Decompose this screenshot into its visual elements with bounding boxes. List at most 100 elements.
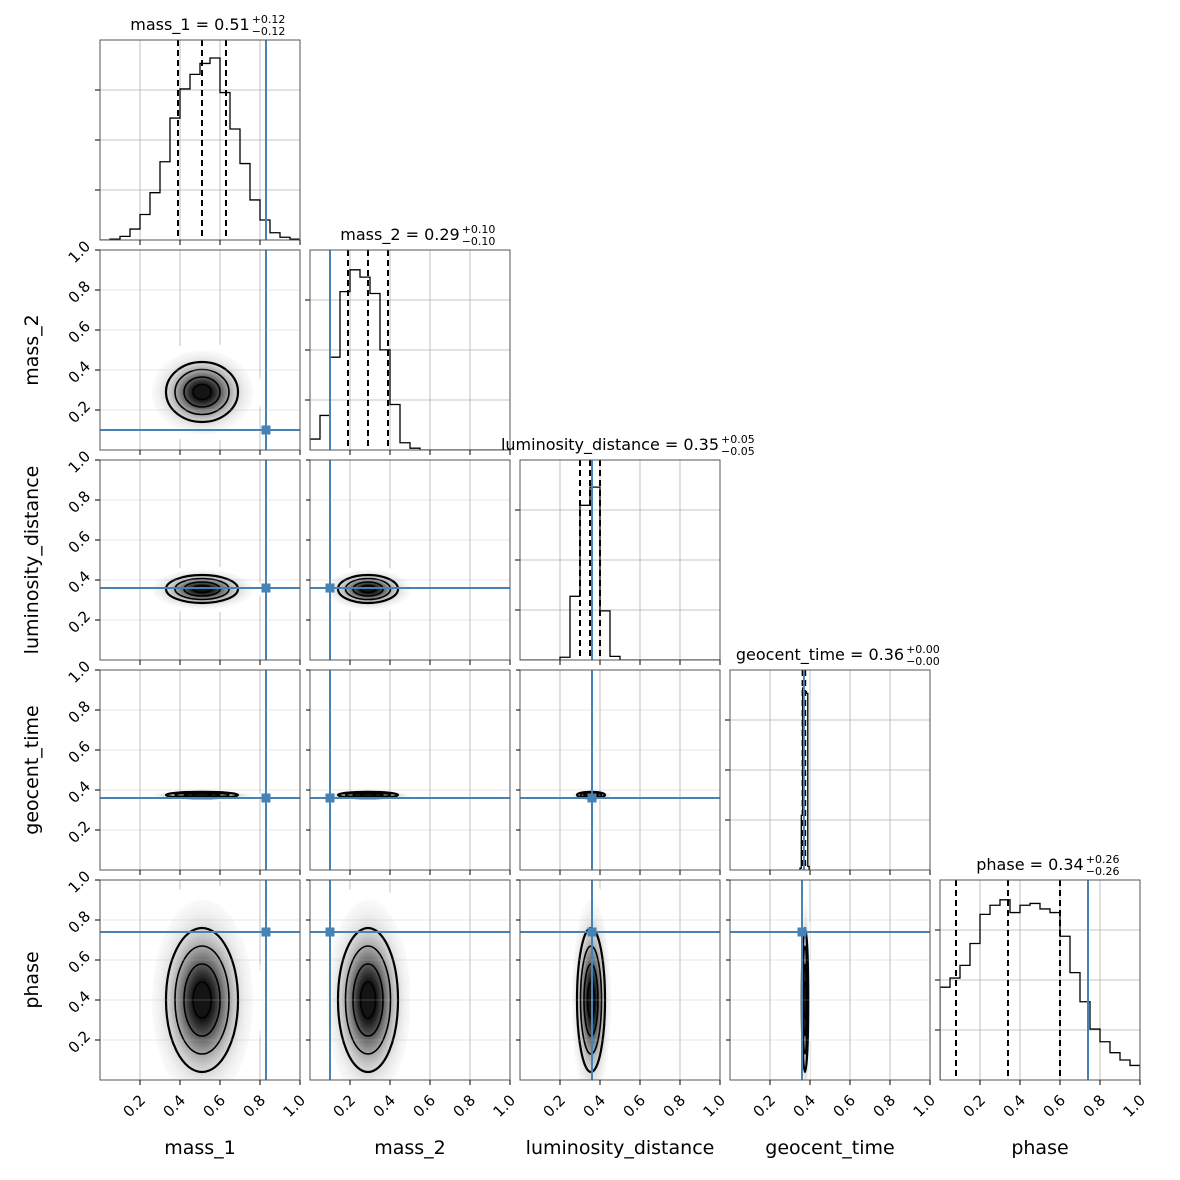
panel-luminosity_distance-vs-mass_1: 0.2 0.4 0.6 0.8 1.0 luminosity_distance [21,447,301,665]
y-tick-label: 1.0 [65,657,95,687]
y-tick-label: 0.2 [65,1027,95,1057]
truth-marker [325,927,335,937]
y-tick-label: 0.2 [65,817,95,847]
y-axis-label-phase: phase [21,951,43,1008]
density-image [100,460,300,660]
panel-frame [309,249,511,451]
x-tick-label: 0.4 [999,1091,1029,1121]
y-tick-label: 0.8 [65,907,95,937]
x-tick-label: 0.8 [1079,1091,1109,1121]
histogram-luminosity_distance [520,486,720,660]
panel-phase-vs-mass_1: 0.2 0.4 0.6 0.8 1.0 0.2 0.4 0.6 0.8 1.0 phase mass_… [21,867,309,1159]
panel-mass_1-vs-mass_1: mass_1 = 0.51 +0.12−0.12 [95,13,301,245]
panel-title-geocent_time: geocent_time = 0.36 [736,645,904,665]
x-tick-label: 1.0 [1119,1091,1149,1121]
contour-line [192,383,212,401]
truth-marker [587,927,597,937]
panel-title-luminosity_distance: luminosity_distance = 0.35 [501,435,719,455]
panel-frame [99,249,301,451]
panel-frame [729,879,931,1081]
y-tick-label: 0.4 [65,987,95,1017]
truth-marker [261,583,271,593]
panel-frame [99,879,301,1081]
y-tick-label: 0.4 [65,567,95,597]
y-axis-label-luminosity_distance: luminosity_distance [21,466,43,655]
y-tick-label: 0.6 [65,737,95,767]
panel-frame [99,39,301,241]
panel-geocent_time-vs-mass_1: 0.2 0.4 0.6 0.8 1.0 geocent_time [21,657,301,875]
title-lower-error: −0.10 [462,235,496,248]
truth-marker [325,793,335,803]
density-image [520,670,720,870]
y-tick-label: 0.6 [65,317,95,347]
panel-phase-vs-mass_2: 0.2 0.4 0.6 0.8 1.0 mass_2 [306,879,519,1159]
y-tick-label: 0.8 [65,487,95,517]
density-image [100,250,300,450]
density-image [310,880,510,1080]
title-upper-error: +0.05 [721,433,755,446]
density-image [100,670,300,870]
x-tick-label: 0.6 [409,1091,439,1121]
density-image [310,670,510,870]
x-tick-label: 1.0 [909,1091,939,1121]
panel-geocent_time-vs-geocent_time: geocent_time = 0.36 +0.00−0.00 [725,643,940,875]
histogram-phase [940,899,1140,1080]
truth-marker [325,583,335,593]
y-tick-label: 0.8 [65,277,95,307]
truth-marker [261,927,271,937]
y-tick-label: 0.6 [65,947,95,977]
histogram-mass_2 [310,269,510,450]
x-tick-label: 0.6 [829,1091,859,1121]
density-image [730,880,930,1080]
x-tick-label: 0.4 [159,1091,189,1121]
panel-geocent_time-vs-luminosity_distance [516,669,721,875]
contour-line [183,376,221,408]
title-upper-error: +0.12 [252,13,286,26]
panel-title-mass_2: mass_2 = 0.29 [340,225,459,245]
x-tick-label: 0.6 [199,1091,229,1121]
y-tick-label: 1.0 [65,237,95,267]
panel-frame [309,459,511,661]
x-tick-label: 0.8 [239,1091,269,1121]
panel-geocent_time-vs-mass_2 [306,669,511,875]
panel-phase-vs-geocent_time: 0.2 0.4 0.6 0.8 1.0 geocent_time [726,879,939,1159]
y-axis-label-geocent_time: geocent_time [21,705,43,834]
panel-frame [729,669,931,871]
density-image [520,880,720,1080]
x-tick-label: 0.2 [329,1091,359,1121]
x-tick-label: 0.2 [539,1091,569,1121]
panel-phase-vs-luminosity_distance: 0.2 0.4 0.6 0.8 1.0 luminosity_distance [516,879,729,1159]
x-axis-label-phase: phase [1011,1137,1068,1159]
density-image [100,880,300,1080]
panel-luminosity_distance-vs-luminosity_distance: luminosity_distance = 0.35 +0.05−0.05 [501,433,755,665]
panel-title-mass_1: mass_1 = 0.51 [130,15,249,35]
x-axis-label-geocent_time: geocent_time [765,1137,894,1159]
panel-frame [309,669,511,871]
panel-mass_2-vs-mass_2: mass_2 = 0.29 +0.10−0.10 [305,223,511,455]
panel-title-phase: phase = 0.34 [976,855,1083,874]
y-tick-label: 0.8 [65,697,95,727]
title-upper-error: +0.26 [1086,853,1120,866]
panel-frame [519,459,721,661]
panel-frame [99,459,301,661]
x-tick-label: 0.4 [369,1091,399,1121]
panel-frame [939,879,1141,1081]
panel-frame [99,669,301,871]
title-upper-error: +0.00 [906,643,940,656]
contour-line [164,360,240,424]
x-tick-label: 0.6 [619,1091,649,1121]
x-tick-label: 1.0 [279,1091,309,1121]
x-tick-label: 0.4 [789,1091,819,1121]
panel-frame [519,669,721,871]
panel-luminosity_distance-vs-mass_2 [306,459,511,665]
y-tick-label: 0.4 [65,777,95,807]
x-tick-label: 0.2 [959,1091,989,1121]
title-upper-error: +0.10 [462,223,496,236]
title-lower-error: −0.12 [252,25,286,38]
y-tick-label: 1.0 [65,867,95,897]
truth-marker [587,793,597,803]
x-axis-label-luminosity_distance: luminosity_distance [526,1137,715,1159]
x-axis-label-mass_1: mass_1 [164,1137,236,1159]
y-tick-label: 0.2 [65,607,95,637]
